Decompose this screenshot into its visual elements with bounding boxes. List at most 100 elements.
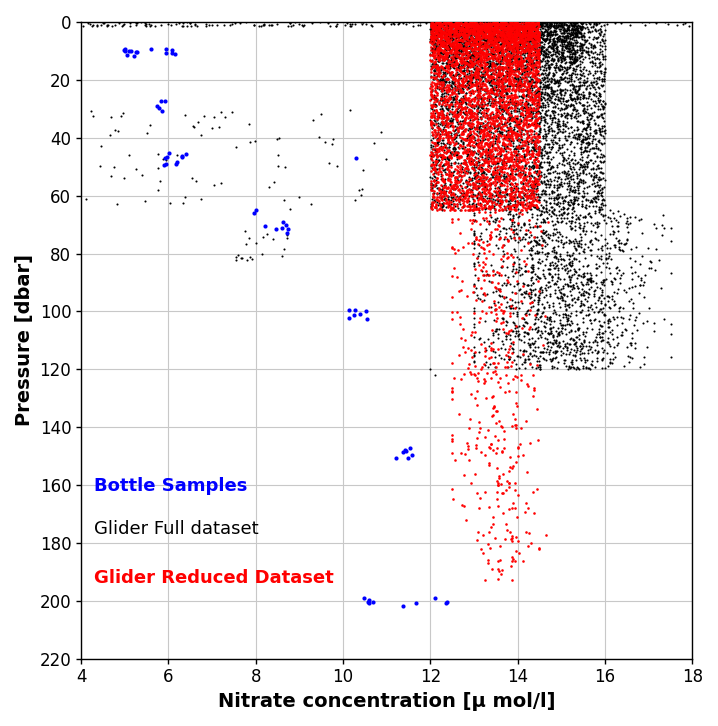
Point [629, 280, 640, 291]
Point [458, 42, 470, 54]
Point [602, 290, 613, 301]
Point [563, 44, 574, 55]
Point [512, 134, 523, 146]
Point [533, 147, 544, 158]
Point [457, 65, 469, 77]
Point [584, 309, 595, 320]
Point [518, 85, 529, 97]
Point [472, 89, 484, 100]
Point [465, 40, 476, 52]
Point [557, 155, 569, 166]
Point [587, 69, 598, 81]
Point [590, 124, 602, 136]
Point [549, 25, 561, 36]
Point [434, 76, 446, 87]
Point [541, 79, 553, 91]
Point [544, 348, 555, 360]
Point [535, 346, 546, 357]
Point [560, 35, 572, 46]
Point [593, 329, 605, 340]
Point [536, 225, 547, 237]
Point [596, 73, 607, 85]
Point [475, 147, 486, 159]
Point [471, 176, 482, 187]
Point [549, 93, 561, 105]
Point [459, 60, 470, 72]
Point [508, 171, 519, 183]
Point [554, 179, 566, 190]
Point [526, 108, 538, 120]
Point [526, 105, 538, 116]
Point [531, 271, 543, 282]
Point [450, 49, 462, 61]
Point [435, 29, 447, 41]
Point [482, 65, 493, 77]
Point [565, 154, 577, 166]
Point [442, 189, 454, 201]
Point [519, 24, 531, 36]
Point [530, 153, 541, 165]
Point [450, 112, 462, 123]
Point [658, 314, 670, 325]
Point [513, 129, 524, 141]
Point [568, 253, 579, 264]
Point [508, 182, 519, 194]
Point [450, 92, 462, 104]
Point [607, 333, 619, 345]
Point [434, 110, 445, 121]
Point [504, 23, 516, 35]
Point [432, 187, 443, 199]
Point [496, 203, 508, 215]
Point [524, 248, 536, 259]
Point [441, 49, 452, 61]
Point [341, 17, 353, 28]
Point [577, 115, 588, 127]
Point [593, 61, 605, 73]
Point [508, 23, 519, 35]
Point [537, 144, 549, 155]
Point [470, 25, 482, 37]
Point [566, 109, 577, 121]
Point [452, 20, 463, 31]
Point [527, 28, 538, 40]
Point [454, 183, 465, 195]
Point [485, 26, 496, 38]
Point [485, 60, 497, 72]
Point [592, 262, 603, 274]
Point [435, 192, 447, 203]
Point [556, 73, 567, 85]
Point [472, 170, 484, 182]
Point [427, 192, 439, 203]
Point [455, 46, 467, 57]
Point [536, 36, 547, 48]
Point [554, 118, 565, 130]
Point [478, 104, 490, 115]
Point [459, 39, 470, 51]
Point [442, 66, 454, 78]
Point [541, 76, 553, 87]
Point [502, 102, 513, 114]
Point [516, 37, 528, 49]
Point [479, 290, 490, 301]
Point [570, 336, 582, 348]
Point [572, 92, 584, 104]
Point [504, 172, 516, 184]
Point [465, 134, 476, 146]
Point [494, 554, 505, 566]
Point [560, 168, 572, 180]
Point [522, 28, 533, 39]
Point [440, 33, 452, 45]
Point [530, 105, 541, 117]
Point [484, 70, 495, 82]
Point [523, 106, 535, 118]
Point [475, 113, 487, 125]
Point [426, 165, 437, 176]
Point [510, 60, 521, 72]
Point [526, 266, 538, 278]
Point [452, 118, 464, 130]
Point [438, 113, 449, 124]
Point [449, 147, 461, 158]
Point [531, 48, 543, 60]
Point [449, 36, 461, 48]
Point [538, 235, 549, 247]
